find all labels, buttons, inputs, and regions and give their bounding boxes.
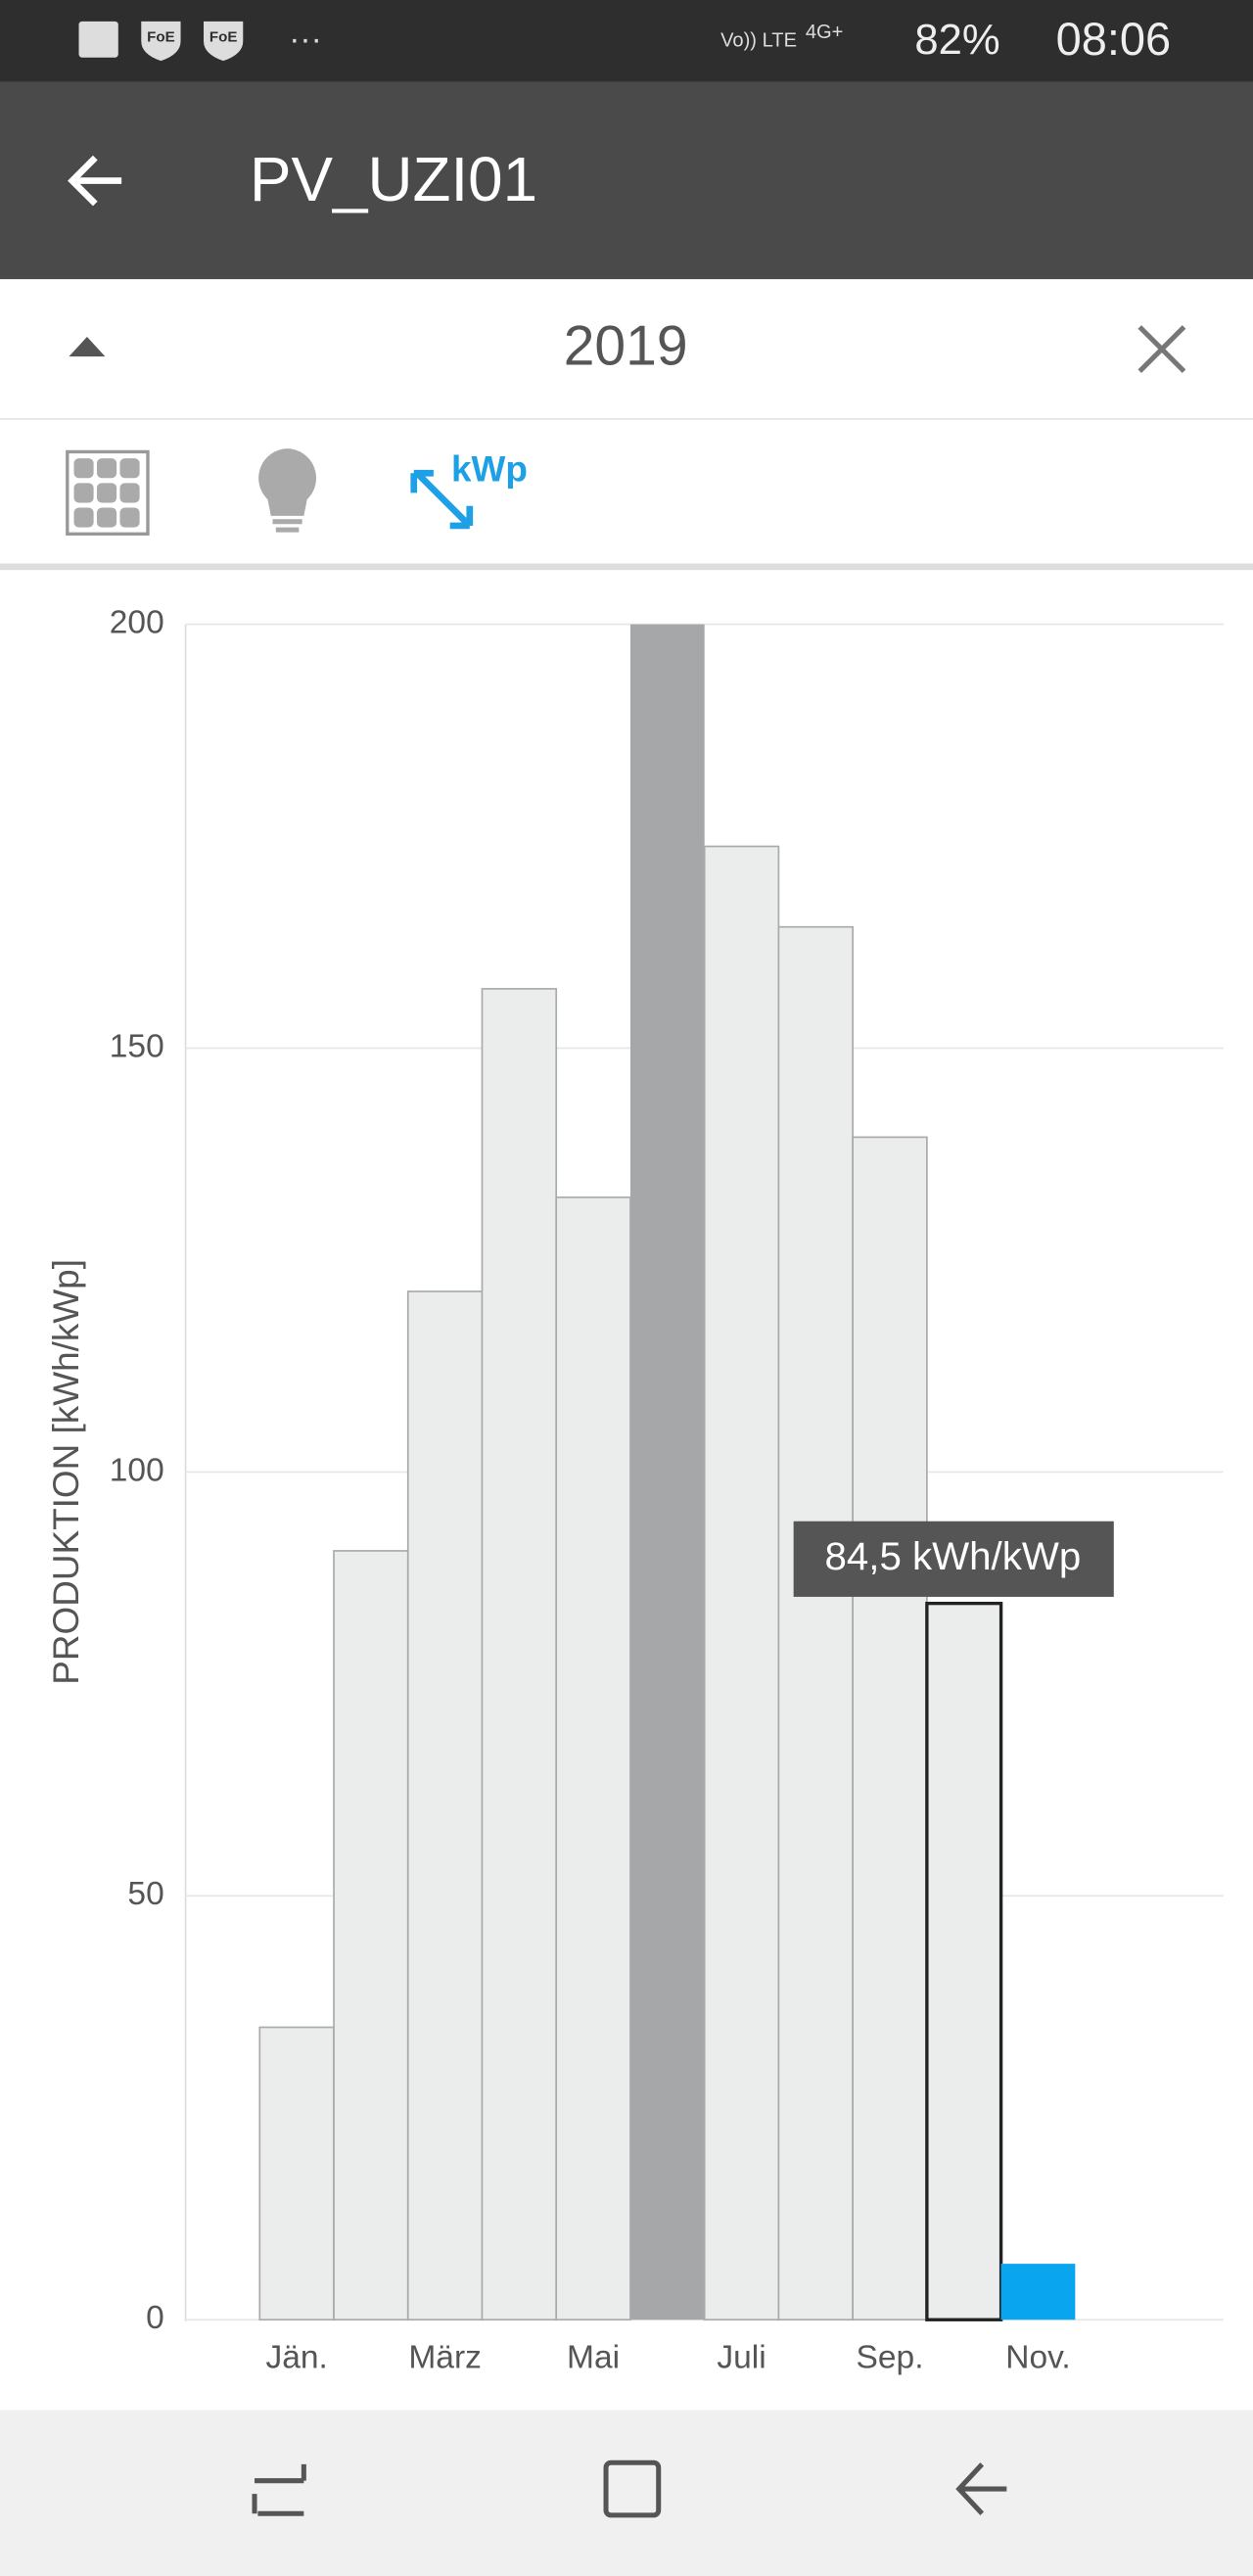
status-battery: 82% [914, 17, 999, 64]
status-time: 08:06 [1056, 13, 1172, 65]
tooltip-box [793, 1521, 1114, 1597]
x-tick-label: Jän. [265, 2339, 327, 2375]
x-tick-label: März [408, 2339, 482, 2375]
close-button[interactable] [1137, 325, 1186, 373]
bar [333, 1550, 409, 2321]
y-tick-label: 150 [110, 1028, 164, 1064]
bar [555, 1196, 631, 2321]
app-bar [0, 81, 1253, 280]
bar [703, 845, 780, 2321]
bar [481, 988, 558, 2321]
x-tick-label: Juli [717, 2339, 766, 2375]
shield-icon [141, 21, 181, 62]
bar [925, 1601, 1003, 2321]
status-signal: 4G+ [806, 22, 844, 43]
x-tick-label: Nov. [1005, 2339, 1070, 2375]
year-label: 2019 [564, 314, 688, 377]
x-tick-label: Mai [567, 2339, 620, 2375]
app-title: PV_UZI01 [250, 144, 537, 214]
grid-view-button[interactable] [66, 449, 150, 537]
status-icon-label: FoE [209, 29, 237, 46]
bar [852, 1136, 928, 2321]
nav-bar [0, 2410, 1253, 2576]
consumption-button[interactable] [258, 448, 317, 533]
bar [777, 925, 854, 2321]
toolbar-shadow [0, 563, 1253, 571]
bar [406, 1290, 484, 2321]
tooltip-text: 84,5 kWh/kWp [825, 1534, 1082, 1578]
x-tick-label: Sep. [857, 2339, 924, 2375]
bar [1000, 2264, 1076, 2320]
kwp-label: kWp [451, 448, 528, 489]
shield-icon [204, 21, 244, 62]
back-button[interactable] [68, 155, 122, 207]
status-network: Vo)) LTE [720, 29, 797, 51]
y-tick-label: 100 [110, 1452, 164, 1488]
bar [258, 2026, 335, 2321]
kwp-button[interactable]: kWp [410, 448, 528, 530]
y-tick-label: 50 [127, 1876, 163, 1912]
status-more: ··· [289, 22, 322, 58]
status-icon-label: FoE [147, 29, 174, 46]
y-tick-label: 0 [146, 2300, 164, 2336]
bar [629, 624, 705, 2320]
y-axis-label: PRODUKTION [kWh/kWp] [46, 1259, 86, 1685]
recents-button[interactable] [252, 2463, 306, 2516]
home-button[interactable] [603, 2459, 662, 2518]
collapse-button[interactable] [69, 336, 106, 357]
plot: 0 50 100 150 200 Jän. März Mai Juli Sep. Nov. 84,5 … [110, 604, 1224, 2375]
y-tick-label: 200 [110, 604, 164, 640]
back-nav-button[interactable] [955, 2462, 1007, 2515]
gallery-icon [78, 21, 118, 58]
